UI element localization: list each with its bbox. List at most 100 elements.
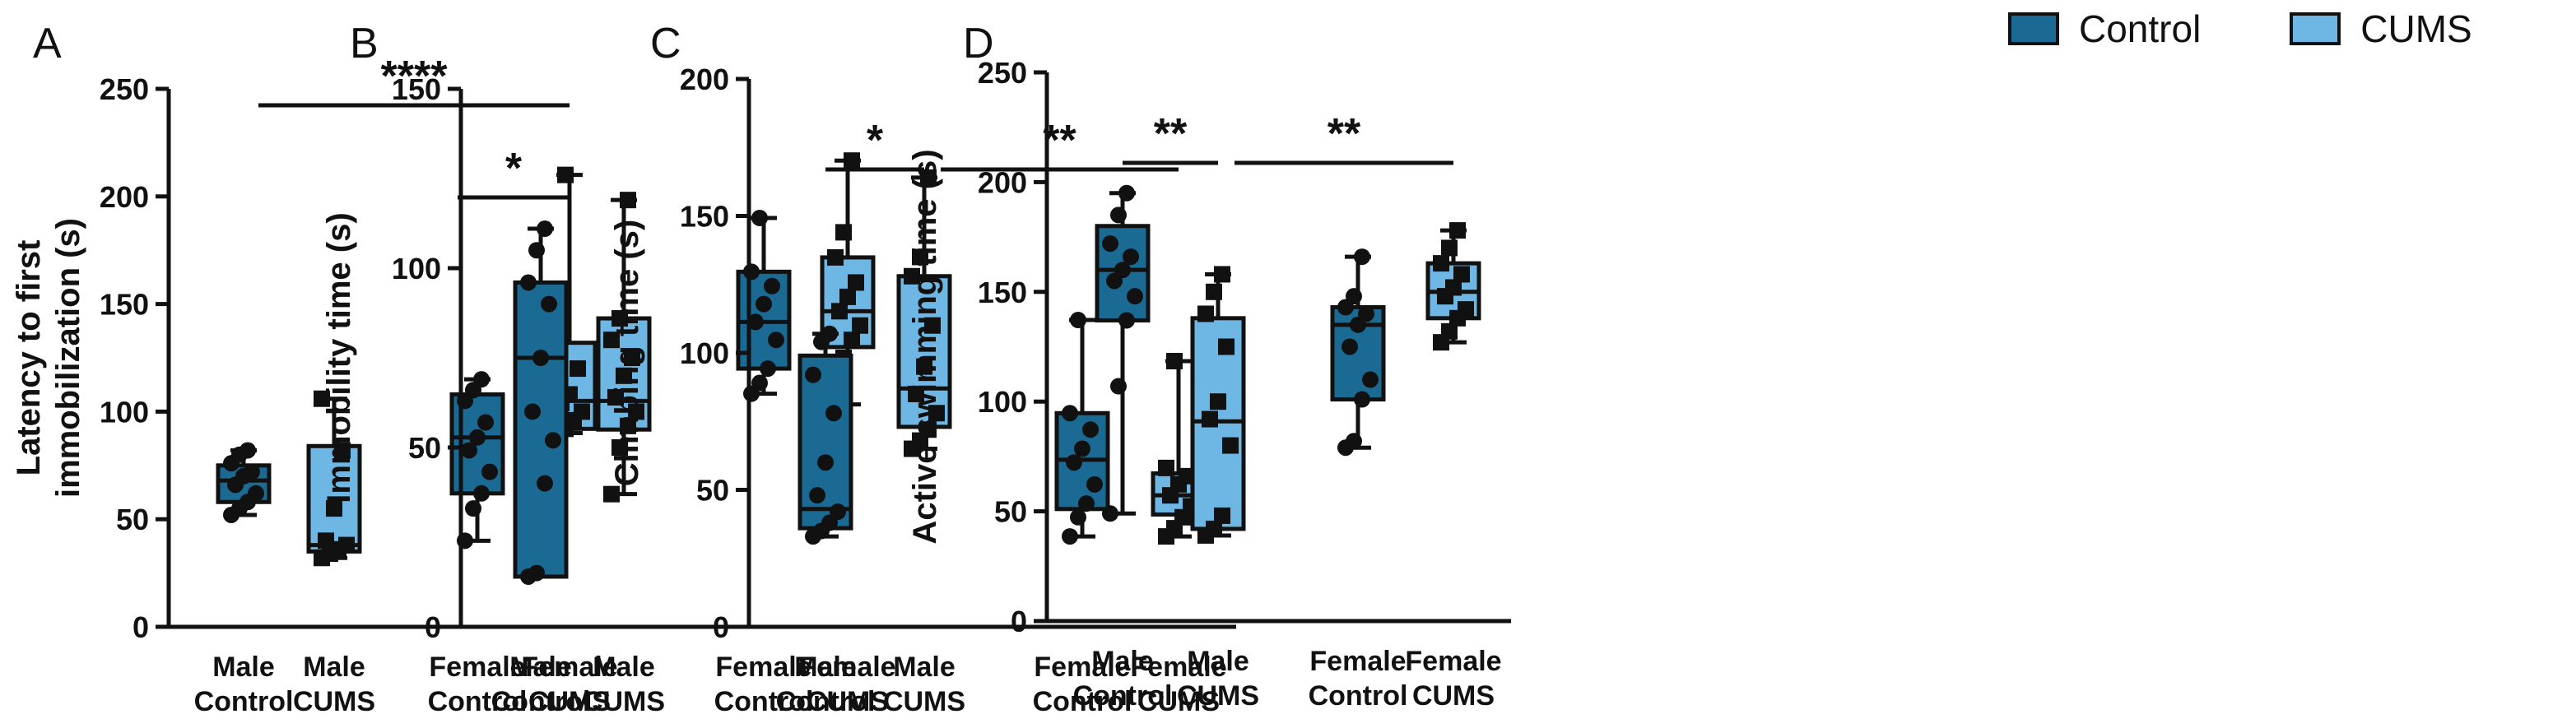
y-tick-label: 0 [133, 610, 149, 644]
data-point [532, 350, 549, 366]
box-iqr [797, 353, 853, 531]
data-point [924, 317, 941, 334]
box-female-control [1054, 312, 1110, 545]
x-tick-label: Female Control [714, 651, 814, 717]
data-point [1441, 322, 1458, 340]
y-axis-label: Immobility time (s) [321, 212, 357, 503]
data-point [603, 485, 620, 503]
box-male-control [216, 442, 272, 523]
data-point [1214, 266, 1230, 283]
data-point [318, 532, 334, 549]
data-point [1127, 288, 1143, 305]
x-tick-label: Female Control [1309, 646, 1408, 712]
data-point [908, 385, 924, 402]
box-female-control [1330, 248, 1386, 457]
box-male-control [797, 325, 853, 545]
y-tick-label: 200 [978, 165, 1027, 199]
box-male-cums [1190, 266, 1246, 544]
y-tick-label: 150 [100, 288, 149, 322]
data-point [465, 500, 481, 517]
data-point [1166, 352, 1183, 369]
box-male-control [1095, 184, 1151, 522]
data-point [756, 295, 772, 313]
data-point [830, 503, 846, 521]
data-point [1222, 437, 1239, 454]
data-point [620, 417, 636, 434]
y-tick-label: 150 [680, 200, 729, 234]
x-tick-label: Female Control [428, 651, 528, 717]
box-male-cums [306, 390, 362, 567]
data-point [557, 166, 574, 183]
data-point [835, 224, 852, 241]
data-point [1158, 459, 1174, 476]
data-point [1114, 262, 1131, 279]
legend-control-swatch [2008, 12, 2059, 45]
data-point [1433, 255, 1449, 272]
y-tick-label: 200 [680, 63, 729, 96]
significance-label: ** [1154, 110, 1188, 158]
data-point [916, 358, 932, 375]
data-point [821, 325, 838, 342]
data-point [1341, 338, 1358, 355]
y-tick-label: 0 [425, 610, 441, 644]
data-point [904, 267, 920, 285]
data-point [1070, 312, 1086, 329]
data-point [831, 303, 848, 320]
data-point [747, 313, 764, 331]
data-point [334, 442, 351, 459]
data-point [537, 220, 553, 238]
data-point [920, 169, 937, 186]
y-tick-label: 50 [994, 495, 1027, 529]
data-point [852, 317, 868, 334]
data-point [314, 390, 330, 407]
data-point [524, 403, 541, 420]
data-point [461, 442, 477, 459]
box-male-cums [596, 192, 652, 503]
data-point [628, 403, 644, 420]
data-point [1202, 410, 1218, 428]
data-point [1206, 283, 1222, 300]
significance-label: ** [1328, 110, 1361, 158]
data-point [817, 454, 834, 471]
x-tick-label: Male CUMS [293, 651, 375, 717]
data-point [920, 421, 937, 438]
data-point [1123, 248, 1139, 266]
data-point [743, 263, 760, 281]
y-tick-label: 50 [408, 431, 441, 465]
legend-control-label: Control [2079, 7, 2202, 50]
data-point [1118, 184, 1135, 202]
y-tick-label: 150 [978, 276, 1027, 309]
data-point [1078, 495, 1095, 512]
x-tick-label: Female CUMS [521, 651, 617, 717]
box-iqr [513, 280, 569, 579]
data-point [751, 374, 768, 392]
panel-c: C 0 50 100 150 200 Climbing time (s) Male Contro… [609, 20, 1236, 717]
x-tick-label: Male Control [1073, 646, 1173, 712]
data-point [1449, 222, 1466, 239]
data-point [1445, 279, 1462, 296]
data-point [616, 367, 632, 384]
data-point [1102, 235, 1118, 253]
y-tick-label: 100 [978, 385, 1027, 419]
data-point [1197, 305, 1214, 322]
data-point [827, 248, 844, 266]
data-point [239, 442, 256, 459]
data-point [764, 277, 780, 294]
x-tick-label: Male CUMS [583, 651, 665, 717]
y-axis-label: Climbing time (s) [609, 220, 645, 486]
x-tick-label: Female Control [1033, 651, 1132, 717]
data-point [611, 439, 628, 456]
y-tick-label: 100 [392, 252, 441, 285]
data-point [1354, 248, 1370, 266]
significance-label: * [867, 117, 884, 165]
x-tick-label: Male CUMS [1177, 646, 1259, 712]
data-point [1346, 288, 1362, 305]
panel-letter: D [963, 20, 994, 67]
data-point [1110, 378, 1127, 395]
data-point [1062, 405, 1078, 422]
data-point [1102, 505, 1118, 522]
x-tick-label: Male Control [491, 651, 591, 717]
data-point [1354, 391, 1370, 408]
data-point [469, 429, 486, 446]
